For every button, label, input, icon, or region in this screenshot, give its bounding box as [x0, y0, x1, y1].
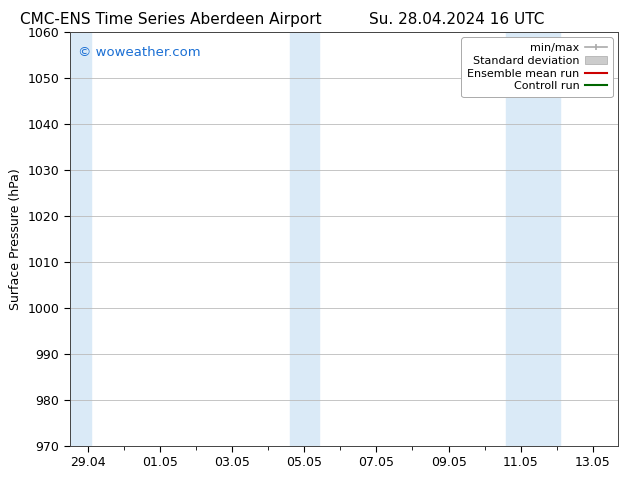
- Text: CMC-ENS Time Series Aberdeen Airport: CMC-ENS Time Series Aberdeen Airport: [20, 12, 322, 27]
- Text: © woweather.com: © woweather.com: [78, 47, 200, 59]
- Bar: [70, 32, 91, 446]
- Y-axis label: Surface Pressure (hPa): Surface Pressure (hPa): [9, 168, 22, 310]
- Bar: [290, 32, 319, 446]
- Legend: min/max, Standard deviation, Ensemble mean run, Controll run: min/max, Standard deviation, Ensemble me…: [462, 37, 612, 97]
- Bar: [507, 32, 560, 446]
- Text: Su. 28.04.2024 16 UTC: Su. 28.04.2024 16 UTC: [369, 12, 544, 27]
